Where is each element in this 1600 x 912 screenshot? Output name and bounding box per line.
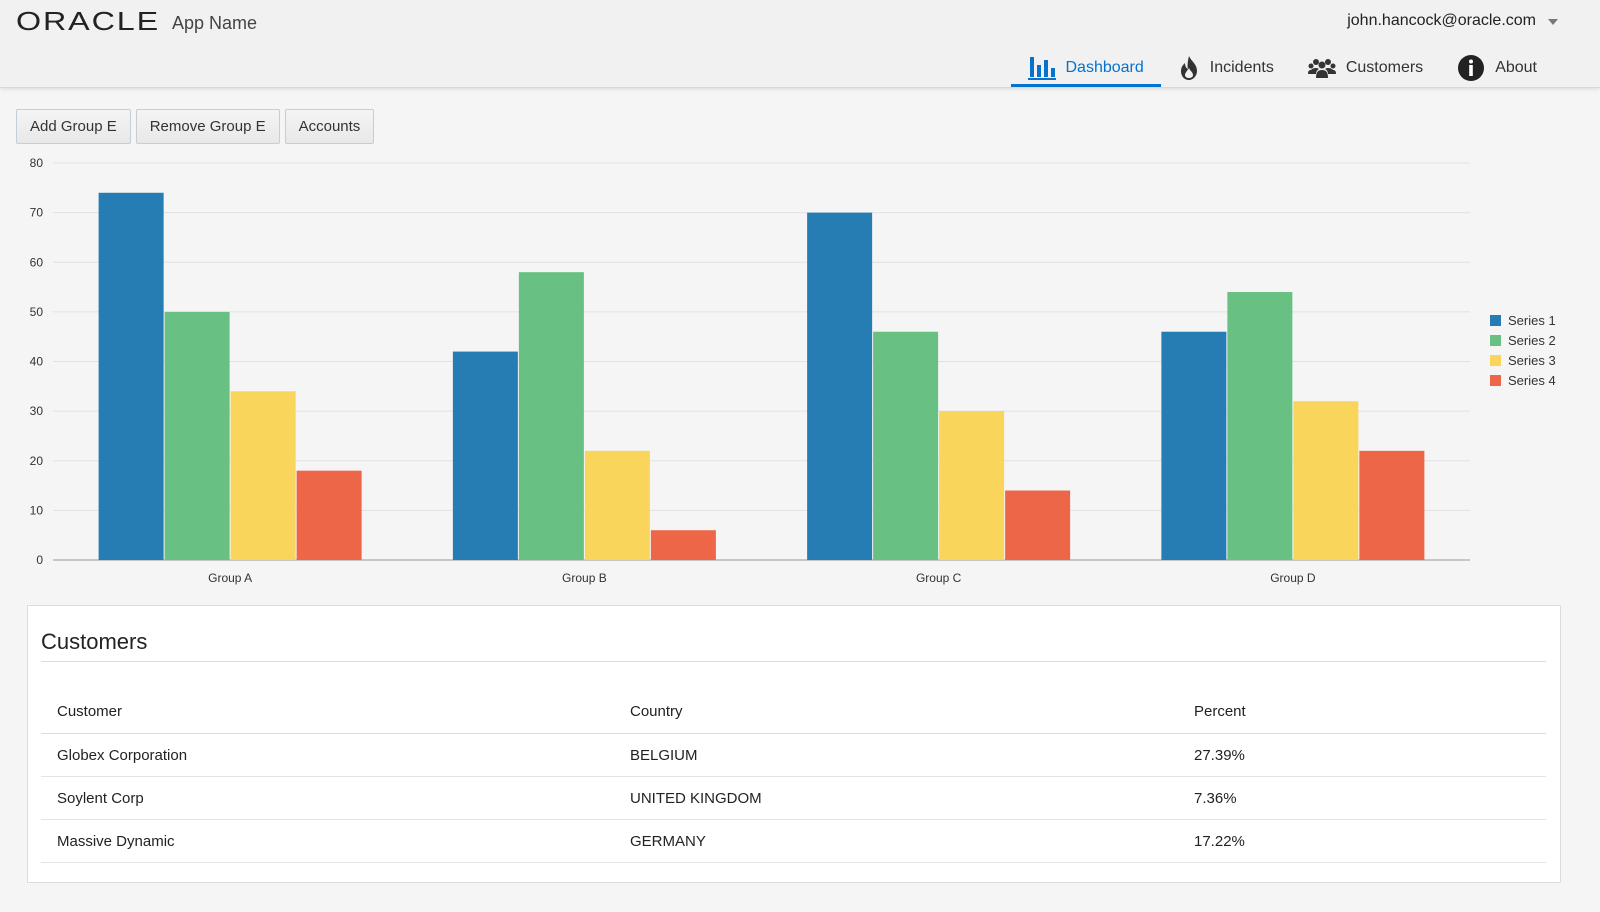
nav-incidents-label: Incidents	[1209, 58, 1274, 76]
customer-cell: Soylent Corp	[41, 776, 614, 820]
svg-text:ORACLE: ORACLE	[16, 9, 160, 33]
country-cell: BELGIUM	[614, 733, 1178, 777]
accounts-button[interactable]: Accounts	[284, 109, 375, 144]
table-header-row: Customer Country Percent	[41, 690, 1546, 734]
table-row[interactable]: Globex Corporation BELGIUM 27.39%	[41, 733, 1546, 777]
bar-3-3	[939, 411, 1005, 560]
main-nav: Dashboard Incidents	[1010, 48, 1555, 87]
bar-1-2	[452, 351, 518, 560]
bar-4-2	[650, 530, 716, 560]
table-row[interactable]: Soylent Corp UNITED KINGDOM 7.36%	[41, 776, 1546, 820]
chevron-down-icon	[1548, 19, 1558, 25]
bar-chart-svg: 0 10 20 30 40 50 60 70 80 Group A Group B Group C Gr…	[30, 156, 1556, 585]
user-email: john.hancock@oracle.com	[1347, 12, 1536, 29]
bar-2-3	[873, 331, 939, 560]
bar-2-2	[518, 272, 584, 560]
bar-4-4	[1359, 450, 1425, 560]
legend-label: Series 2	[1508, 333, 1556, 348]
bar-2-1	[164, 311, 230, 560]
oracle-logo-mark: ORACLE	[16, 9, 160, 33]
percent-cell: 7.36%	[1178, 776, 1546, 820]
y-tick-label: 70	[30, 206, 44, 220]
remove-group-button[interactable]: Remove Group E	[135, 109, 280, 144]
country-cell: UNITED KINGDOM	[614, 776, 1178, 820]
percent-cell: 17.22%	[1178, 819, 1546, 863]
people-icon	[1307, 57, 1336, 79]
legend-label: Series 4	[1508, 373, 1556, 388]
info-icon	[1457, 54, 1485, 82]
bar-3-4	[1293, 401, 1359, 560]
bar-2-4	[1227, 292, 1293, 560]
user-menu[interactable]: john.hancock@oracle.com	[1347, 12, 1558, 30]
nav-incidents[interactable]: Incidents	[1161, 48, 1291, 87]
app-header: ORACLE App Name john.hancock@oracle.com …	[0, 0, 1600, 88]
x-tick-label: Group A	[208, 571, 252, 585]
oracle-logo[interactable]: ORACLE	[16, 8, 164, 34]
legend-swatch	[1490, 335, 1501, 346]
country-cell: GERMANY	[614, 819, 1178, 863]
column-header-percent[interactable]: Percent	[1178, 690, 1546, 734]
bar-4-3	[1005, 490, 1071, 560]
y-tick-label: 60	[30, 255, 44, 269]
column-header-customer[interactable]: Customer	[41, 690, 614, 734]
bar-3-2	[584, 450, 650, 560]
y-tick-label: 0	[36, 553, 43, 567]
nav-dashboard[interactable]: Dashboard	[1010, 48, 1162, 87]
percent-cell: 27.39%	[1178, 733, 1546, 777]
legend-label: Series 3	[1508, 353, 1556, 368]
nav-dashboard-label: Dashboard	[1065, 58, 1144, 76]
y-tick-label: 80	[30, 156, 44, 170]
table-row[interactable]: Massive Dynamic GERMANY 17.22%	[41, 819, 1546, 863]
legend-swatch	[1490, 355, 1501, 366]
legend-swatch	[1490, 375, 1501, 386]
legend-label: Series 1	[1508, 313, 1556, 328]
x-tick-label: Group B	[562, 571, 607, 585]
legend-swatch	[1490, 315, 1501, 326]
x-tick-label: Group D	[1270, 571, 1316, 585]
customer-cell: Massive Dynamic	[41, 819, 614, 863]
bar-4-1	[296, 470, 362, 560]
bar-3-1	[230, 391, 296, 560]
y-tick-label: 10	[30, 503, 44, 517]
x-tick-label: Group C	[916, 571, 962, 585]
add-group-button[interactable]: Add Group E	[16, 109, 131, 144]
bar-chart: 0 10 20 30 40 50 60 70 80 Group A Group B Group C Gr…	[0, 150, 1600, 590]
nav-customers-label: Customers	[1345, 58, 1424, 76]
app-name: App Name	[172, 13, 258, 33]
bar-1-3	[807, 212, 873, 560]
chart-toolbar: Add Group E Remove Group E Accounts	[16, 109, 375, 144]
nav-about[interactable]: About	[1440, 48, 1554, 87]
divider	[41, 661, 1546, 662]
bar-1-4	[1161, 331, 1227, 560]
y-tick-label: 50	[30, 305, 44, 319]
y-tick-label: 40	[30, 355, 44, 369]
bar-chart-icon	[1027, 55, 1056, 81]
customers-title: Customers	[41, 629, 148, 654]
y-tick-label: 20	[30, 454, 44, 468]
bar-1-1	[98, 192, 164, 560]
nav-about-label: About	[1495, 58, 1537, 76]
customers-panel: Customers Customer Country Percent Globe…	[27, 605, 1561, 883]
column-header-country[interactable]: Country	[614, 690, 1178, 734]
customers-table: Customer Country Percent Globex Corporat…	[41, 690, 1546, 863]
flame-icon	[1178, 55, 1200, 81]
y-tick-label: 30	[30, 404, 44, 418]
nav-customers[interactable]: Customers	[1291, 48, 1440, 87]
customer-cell: Globex Corporation	[41, 733, 614, 777]
